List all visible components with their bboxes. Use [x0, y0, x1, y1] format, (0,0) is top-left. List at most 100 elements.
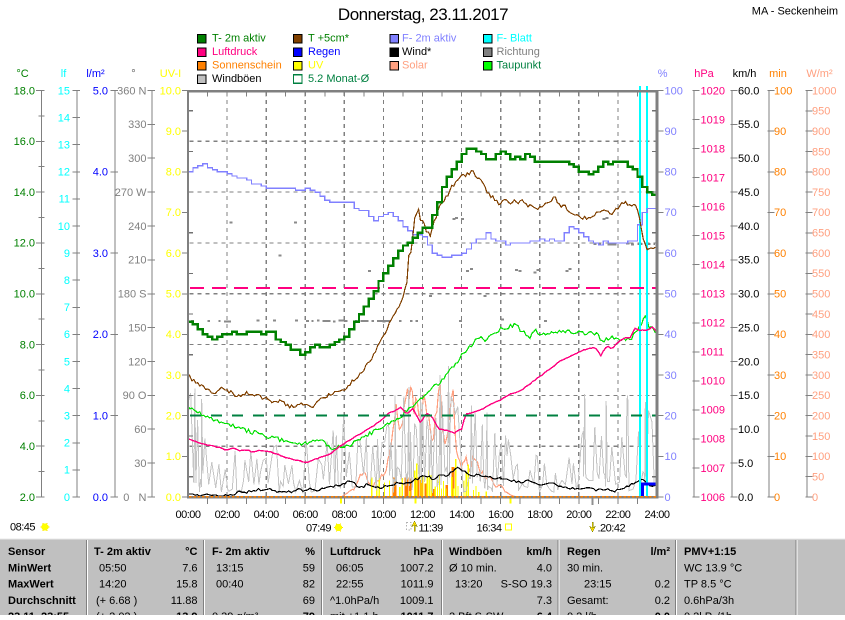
svg-text:13:15: 13:15 [216, 562, 244, 574]
svg-text:0.0: 0.0 [93, 492, 108, 504]
svg-text:8.0: 8.0 [166, 167, 181, 179]
svg-text:450: 450 [812, 309, 830, 321]
svg-text:10.0: 10.0 [738, 424, 759, 436]
svg-text:23:15: 23:15 [584, 579, 612, 591]
svg-text:9: 9 [64, 248, 70, 260]
svg-text:9.0: 9.0 [166, 126, 181, 138]
svg-text:70: 70 [774, 207, 786, 219]
svg-text:1007: 1007 [701, 463, 725, 475]
svg-text:14:00: 14:00 [449, 509, 474, 521]
svg-text:4.0: 4.0 [537, 562, 552, 574]
svg-text:1014: 1014 [701, 260, 725, 272]
svg-text:0.0: 0.0 [166, 492, 181, 504]
svg-text:60.0: 60.0 [738, 85, 759, 97]
svg-text:16.0: 16.0 [14, 136, 35, 148]
svg-text:TP 8.5 °C: TP 8.5 °C [684, 579, 732, 591]
svg-text:0.2: 0.2 [655, 579, 670, 591]
svg-text:hPa: hPa [694, 68, 714, 80]
svg-text:F- Blatt: F- Blatt [497, 32, 532, 44]
svg-text:60: 60 [774, 248, 786, 260]
svg-text:00:40: 00:40 [216, 579, 244, 591]
svg-text:04:00: 04:00 [254, 509, 279, 521]
svg-text:T- 2m aktiv: T- 2m aktiv [94, 546, 152, 558]
svg-text:650: 650 [812, 228, 830, 240]
svg-text:13.9: 13.9 [176, 611, 197, 615]
svg-text:Regen: Regen [567, 546, 601, 558]
svg-text:240: 240 [128, 221, 146, 233]
svg-text:1018: 1018 [701, 143, 725, 155]
svg-text:%: % [305, 546, 315, 558]
svg-text:2.0: 2.0 [20, 492, 35, 504]
svg-text:Richtung: Richtung [497, 46, 540, 58]
svg-text:1000: 1000 [812, 85, 836, 97]
svg-text:Sensor: Sensor [8, 546, 46, 558]
svg-text:1013: 1013 [701, 289, 725, 301]
svg-text:250: 250 [812, 390, 830, 402]
svg-text:4.0: 4.0 [20, 441, 35, 453]
svg-text:Ø 10 min.: Ø 10 min. [449, 562, 497, 574]
svg-text:20:00: 20:00 [566, 509, 591, 521]
svg-text:W/m²: W/m² [806, 68, 833, 80]
svg-text:59: 59 [303, 562, 315, 574]
svg-text:1: 1 [64, 465, 70, 477]
svg-text:600: 600 [812, 248, 830, 260]
svg-text:1020: 1020 [701, 85, 725, 97]
svg-text:10:00: 10:00 [371, 509, 396, 521]
svg-text:0 N: 0 N [123, 492, 146, 504]
svg-text:50: 50 [774, 289, 786, 301]
svg-text:2.0: 2.0 [93, 329, 108, 341]
svg-text:mit +1.1 h: mit +1.1 h [330, 611, 379, 615]
svg-text:13: 13 [58, 140, 70, 152]
svg-text:500: 500 [812, 289, 830, 301]
svg-text:08:45: 08:45 [10, 522, 35, 534]
svg-text:4: 4 [64, 383, 70, 395]
svg-text:300: 300 [812, 370, 830, 382]
svg-text:100: 100 [665, 85, 683, 97]
svg-text:200: 200 [812, 411, 830, 423]
svg-text:23.11. 23:55: 23.11. 23:55 [8, 611, 69, 615]
svg-text:150: 150 [128, 322, 146, 334]
svg-text:1.0: 1.0 [166, 451, 181, 463]
svg-text:02:00: 02:00 [215, 509, 240, 521]
svg-text:360 N: 360 N [117, 85, 146, 97]
svg-text:10.0: 10.0 [14, 289, 35, 301]
svg-text:210: 210 [128, 255, 146, 267]
svg-text:90 O: 90 O [123, 390, 147, 402]
svg-text:7.6: 7.6 [182, 562, 197, 574]
svg-text:1011.7: 1011.7 [400, 611, 433, 615]
svg-text:T- 2m aktiv: T- 2m aktiv [212, 32, 266, 44]
svg-text:4.0: 4.0 [166, 329, 181, 341]
svg-text:180 S: 180 S [118, 289, 147, 301]
svg-text:1010: 1010 [701, 376, 725, 388]
svg-text:11: 11 [59, 194, 70, 206]
svg-text:Luftdruck: Luftdruck [330, 546, 382, 558]
svg-text:70: 70 [665, 207, 677, 219]
svg-text:800: 800 [812, 167, 830, 179]
svg-text:10: 10 [774, 451, 786, 463]
svg-text:1017: 1017 [701, 172, 725, 184]
svg-text:45.0: 45.0 [738, 187, 759, 199]
svg-text:l/m²: l/m² [650, 546, 670, 558]
svg-text:14:20: 14:20 [99, 579, 127, 591]
svg-text:60: 60 [134, 424, 146, 436]
svg-text:7.0: 7.0 [166, 207, 181, 219]
svg-text:1011: 1011 [701, 347, 725, 359]
svg-text:Durchschnitt: Durchschnitt [8, 595, 76, 607]
svg-text:Gesamt:: Gesamt: [567, 595, 609, 607]
svg-text:2: 2 [64, 438, 70, 450]
svg-text:2 Bft S-SW: 2 Bft S-SW [449, 611, 504, 615]
svg-text:^1.0hPa/h: ^1.0hPa/h [330, 595, 379, 607]
svg-text:1009: 1009 [701, 405, 725, 417]
svg-text:km/h: km/h [733, 68, 757, 80]
svg-text:1019: 1019 [701, 114, 725, 126]
svg-text:15: 15 [58, 85, 70, 97]
svg-text:100: 100 [774, 85, 792, 97]
svg-text:°C: °C [16, 68, 28, 80]
svg-text:Solar: Solar [402, 59, 428, 71]
svg-text:14.0: 14.0 [14, 187, 35, 199]
svg-text:3: 3 [64, 411, 70, 423]
svg-text:Regen: Regen [308, 46, 340, 58]
svg-text:07:49: 07:49 [306, 523, 331, 535]
svg-text:6.0: 6.0 [20, 390, 35, 402]
svg-text:MA - Seckenheim: MA - Seckenheim [752, 6, 838, 18]
